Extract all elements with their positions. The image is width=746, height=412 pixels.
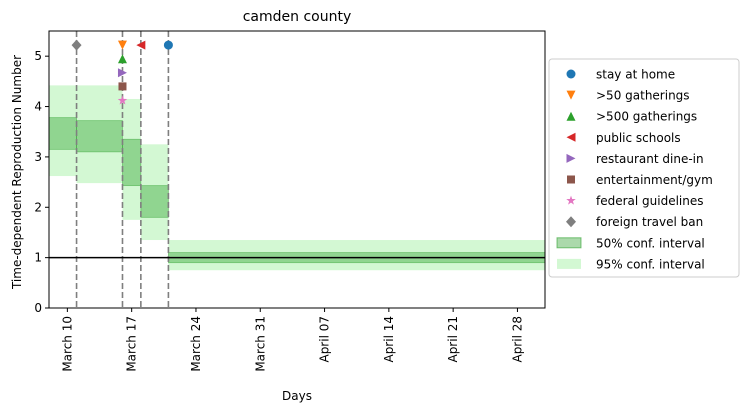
x-axis-ticks: March 10 March 17 March 24 March 31 April 07…: [60, 308, 524, 372]
x-tick-label-1: March 17: [125, 316, 139, 372]
y-tick-label-2: 2: [34, 200, 42, 214]
intervention-marker-3: [136, 40, 146, 50]
legend-marker-7: [566, 216, 576, 228]
legend-label-5: entertainment/gym: [596, 173, 713, 187]
y-tick-label-4: 4: [34, 100, 42, 114]
legend-items: stay at home >50 gatherings >500 gathering…: [556, 68, 713, 271]
ci95-band-2: [122, 98, 141, 220]
x-tick-label-7: April 28: [510, 316, 524, 363]
legend-marker-0: [566, 69, 576, 79]
y-tick-label-3: 3: [34, 150, 42, 164]
legend-label-1: >50 gatherings: [596, 89, 690, 103]
legend-swatch-ci50: [556, 237, 582, 249]
intervention-marker-5: [118, 82, 127, 91]
x-axis-label: Days: [282, 389, 312, 403]
ci50-band-1: [76, 120, 123, 153]
legend-marker-5: [567, 175, 575, 184]
intervention-marker-4: [117, 68, 127, 78]
legend-frame: [548, 58, 740, 278]
y-axis-ticks: 0 1 2 3 4 5: [34, 49, 49, 315]
legend-label-ci50: 50% conf. interval: [596, 236, 705, 250]
x-tick-label-2: March 24: [189, 316, 203, 372]
x-tick-label-0: March 10: [60, 316, 74, 372]
y-tick-label-0: 0: [34, 301, 42, 315]
legend-label-4: restaurant dine-in: [596, 152, 704, 166]
legend-marker-1: [566, 90, 576, 100]
legend-marker-2: [566, 111, 576, 121]
chart-title: camden county: [243, 9, 352, 25]
legend: stay at home >50 gatherings >500 gathering…: [548, 58, 740, 278]
legend-label-3: public schools: [596, 131, 681, 145]
intervention-marker-0: [163, 40, 173, 50]
intervention-marker-2: [117, 54, 127, 64]
intervention-vlines: [75, 31, 170, 308]
x-tick-label-5: April 14: [382, 316, 396, 363]
ci50-band-0: [48, 117, 77, 150]
ci95-band-3: [140, 144, 169, 241]
intervention-marker-6: [117, 95, 128, 105]
ci50-band-3: [140, 185, 169, 218]
ci95-band-1: [76, 85, 123, 184]
y-tick-label-5: 5: [34, 49, 42, 63]
intervention-marker-1: [117, 40, 127, 50]
ci95-bands: [49, 85, 545, 271]
legend-marker-6: [566, 195, 576, 205]
intervention-markers: [71, 39, 173, 105]
legend-label-ci95: 95% conf. interval: [596, 257, 705, 271]
y-axis-label: Time-dependent Reproduction Number: [10, 55, 24, 290]
y-tick-label-1: 1: [34, 251, 42, 265]
intervention-marker-7: [71, 39, 82, 51]
ci95-band-0: [49, 85, 77, 177]
legend-marker-4: [566, 153, 576, 163]
x-tick-label-4: April 07: [318, 316, 332, 363]
legend-label-6: federal guidelines: [596, 194, 704, 208]
legend-label-0: stay at home: [596, 68, 675, 82]
legend-label-2: >500 gatherings: [596, 110, 697, 124]
ci95-band-4: [168, 240, 545, 271]
legend-label-7: foreign travel ban: [596, 215, 703, 229]
ci50-band-2: [122, 138, 142, 187]
legend-marker-3: [566, 132, 576, 142]
legend-swatch-ci95: [557, 258, 581, 269]
x-tick-label-6: April 21: [446, 316, 460, 363]
x-tick-label-3: March 31: [253, 316, 267, 372]
plot-frame: [48, 30, 546, 309]
